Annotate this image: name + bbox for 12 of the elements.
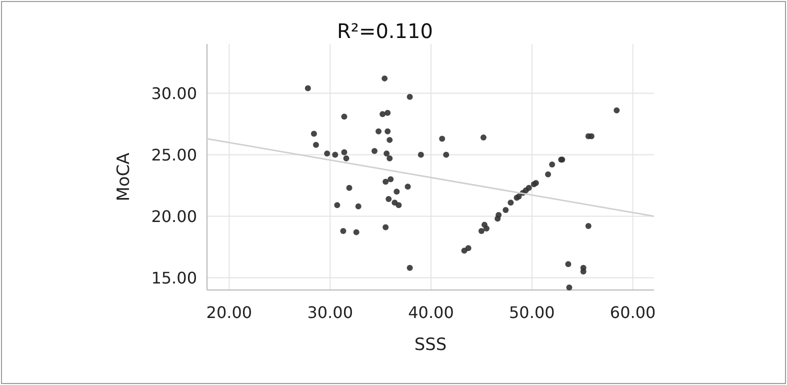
x-tick-label: 30.00	[307, 303, 354, 322]
chart-title: R²=0.110	[337, 19, 433, 43]
y-tick-label: 25.00	[151, 145, 197, 164]
y-tick-label: 30.00	[151, 84, 197, 103]
y-tick-label: 20.00	[151, 206, 197, 226]
y-tick-label: 15.00	[151, 268, 197, 288]
x-tick-label: 40.00	[408, 303, 454, 322]
x-tick-label: 50.00	[509, 303, 555, 322]
x-tick-label: 60.00	[610, 303, 656, 322]
y-axis-title: MoCA	[114, 152, 134, 202]
x-axis-title: SSS	[414, 335, 447, 355]
x-tick-label: 20.00	[206, 303, 252, 322]
